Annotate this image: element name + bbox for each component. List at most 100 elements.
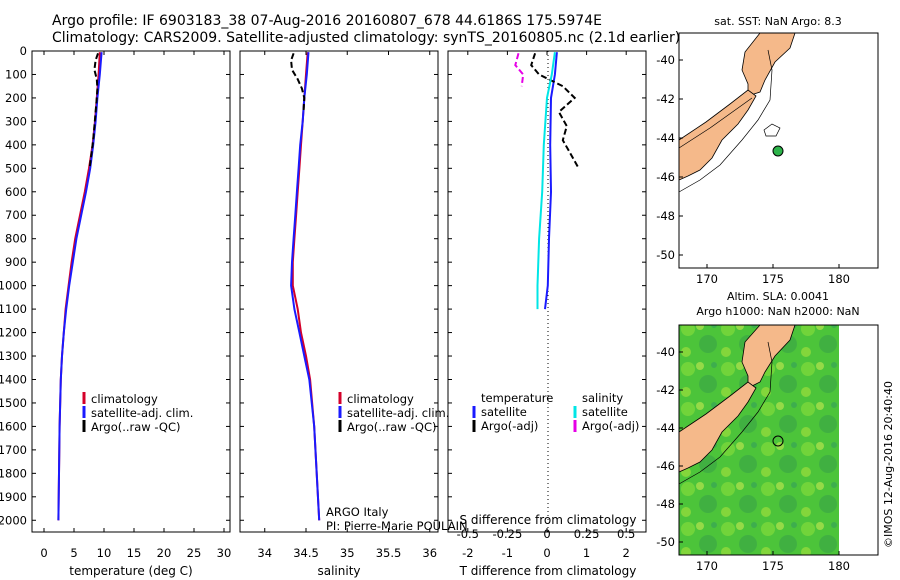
- depth-tick-label: 600: [5, 185, 27, 199]
- sst-map-frame: [678, 32, 879, 269]
- legend-label-s-satellite: satellite: [582, 405, 628, 419]
- difference-legend: temperature salinity satellite Argo(-adj…: [472, 391, 639, 433]
- depth-tick-label: 100: [5, 67, 27, 81]
- temperature-series: [57, 52, 103, 521]
- sst-map-title: sat. SST: NaN Argo: 8.3: [714, 15, 841, 28]
- lon-tick-label: 170: [696, 559, 718, 573]
- s-difference-axis-label: S difference from climatology: [460, 513, 637, 527]
- x-tick-label: 34.5: [293, 546, 319, 560]
- legend-label-climatology: climatology: [347, 392, 414, 406]
- legend-label-t-satellite: satellite: [481, 405, 527, 419]
- depth-tick-label: 1800: [0, 466, 27, 480]
- sst-bathy-contour: [763, 123, 781, 137]
- salinity-legend: climatology satellite-adj. clim. Argo(..…: [338, 392, 449, 434]
- sla-map-title-line1: Altim. SLA: 0.0041: [727, 290, 829, 303]
- x-tick-label: 35.5: [376, 546, 402, 560]
- s-tick-label: -0.25: [493, 527, 523, 541]
- legend-label-argo: Argo(..raw -QC): [91, 420, 181, 434]
- salinity-panel-frame: [239, 50, 439, 533]
- sst-bathy-contour: [678, 97, 753, 149]
- lat-tick-label: -44: [656, 421, 675, 435]
- lat-tick-label: -46: [656, 170, 675, 184]
- depth-tick-label: 700: [5, 208, 27, 222]
- depth-tick-label: 400: [5, 138, 27, 152]
- s-tick-label: 0.25: [574, 527, 600, 541]
- temperature-legend: climatology satellite-adj. clim. Argo(..…: [82, 392, 193, 434]
- sla-map-nodata: [839, 325, 878, 555]
- lon-tick-label: 175: [762, 272, 784, 286]
- sst-north-island: [741, 32, 796, 97]
- depth-axis: 0 100 200 300 400 500 600 700 800 900 1000 1100 1200…: [0, 44, 646, 527]
- depth-tick-label: 900: [5, 255, 27, 269]
- depth-tick-label: 1200: [0, 326, 27, 340]
- depth-tick-label: 1700: [0, 443, 27, 457]
- credit-program: ARGO Italy: [326, 505, 389, 519]
- x-tick-label: 30: [217, 546, 232, 560]
- argo-float-marker: [772, 145, 784, 157]
- credit-pi: PI: Pierre-Marie POULAIN: [326, 519, 468, 533]
- x-tick-label: -2: [462, 546, 473, 560]
- salinity-series: [290, 52, 321, 521]
- lat-tick-label: -46: [656, 459, 675, 473]
- lat-tick-label: -48: [656, 497, 675, 511]
- sla-map-ticks: -40 -42 -44 -46 -48 -50 170 175 180: [656, 345, 850, 573]
- depth-tick-label: 1600: [0, 419, 27, 433]
- sla-map-title-line2: Argo h1000: NaN h2000: NaN: [696, 305, 859, 318]
- plot-title-line2: Climatology: CARS2009. Satellite-adjuste…: [52, 30, 681, 46]
- lat-tick-label: -50: [656, 535, 675, 549]
- legend-label-t-argo: Argo(-adj): [481, 419, 538, 433]
- x-tick-label: 1: [583, 546, 590, 560]
- temperature-panel-frame: [31, 50, 231, 533]
- temperature-climatology-line: [57, 52, 101, 521]
- lon-tick-label: 175: [762, 559, 784, 573]
- x-tick-label: 5: [70, 546, 77, 560]
- temperature-satellite-line: [57, 52, 103, 521]
- difference-x-axis: -2 -1 0 1 2 -0.5 -0.25 0 0.25 0.5: [457, 51, 635, 560]
- salinity-axis-label: salinity: [317, 564, 360, 578]
- lat-tick-label: -40: [656, 345, 675, 359]
- depth-tick-label: 200: [5, 91, 27, 105]
- salinity-argo-line: [290, 52, 306, 113]
- x-tick-label: 20: [157, 546, 172, 560]
- legend-label-satellite: satellite-adj. clim.: [91, 406, 193, 420]
- x-tick-label: 2: [623, 546, 630, 560]
- depth-tick-label: 1500: [0, 396, 27, 410]
- lat-tick-label: -40: [656, 53, 675, 67]
- sst-map-ticks: -40 -42 -44 -46 -48 -50 170 175 180: [656, 53, 850, 286]
- legend-label-climatology: climatology: [91, 392, 158, 406]
- lat-tick-label: -42: [656, 383, 675, 397]
- s-tick-label: -0.5: [457, 527, 479, 541]
- legend-header-temperature: temperature: [481, 391, 553, 405]
- x-tick-label: 36: [422, 546, 437, 560]
- t-difference-axis-label: T difference from climatology: [459, 564, 637, 578]
- sst-map: -40 -42 -44 -46 -48 -50 170 175 180: [656, 32, 879, 286]
- s-diff-satellite-line: [536, 52, 556, 310]
- legend-header-salinity: salinity: [582, 391, 623, 405]
- depth-tick-label: 1300: [0, 349, 27, 363]
- sla-map: -40 -42 -44 -46 -48 -50 170 175 180: [656, 324, 879, 573]
- lat-tick-label: -50: [656, 248, 675, 262]
- lon-tick-label: 180: [828, 559, 850, 573]
- x-tick-label: -1: [502, 546, 513, 560]
- legend-label-s-argo: Argo(-adj): [582, 419, 639, 433]
- s-tick-label: 0: [543, 527, 550, 541]
- legend-label-satellite: satellite-adj. clim.: [347, 406, 449, 420]
- x-tick-label: 34: [257, 546, 272, 560]
- lon-tick-label: 170: [696, 272, 718, 286]
- s-diff-argo-line: [514, 53, 525, 87]
- lat-tick-label: -42: [656, 92, 675, 106]
- x-tick-label: 0: [543, 546, 550, 560]
- argo-float-marker: [772, 435, 784, 447]
- temperature-axis-label: temperature (deg C): [69, 564, 192, 578]
- lon-tick-label: 180: [828, 272, 850, 286]
- x-tick-label: 35: [340, 546, 355, 560]
- depth-tick-label: 1400: [0, 372, 27, 386]
- salinity-x-axis: 34 34.5 35 35.5 36: [257, 51, 437, 560]
- depth-tick-label: 500: [5, 161, 27, 175]
- lat-tick-label: -44: [656, 131, 675, 145]
- s-tick-label: 0.5: [617, 527, 635, 541]
- depth-tick-label: 1000: [0, 279, 27, 293]
- depth-tick-label: 1100: [0, 302, 27, 316]
- depth-tick-label: 1900: [0, 490, 27, 504]
